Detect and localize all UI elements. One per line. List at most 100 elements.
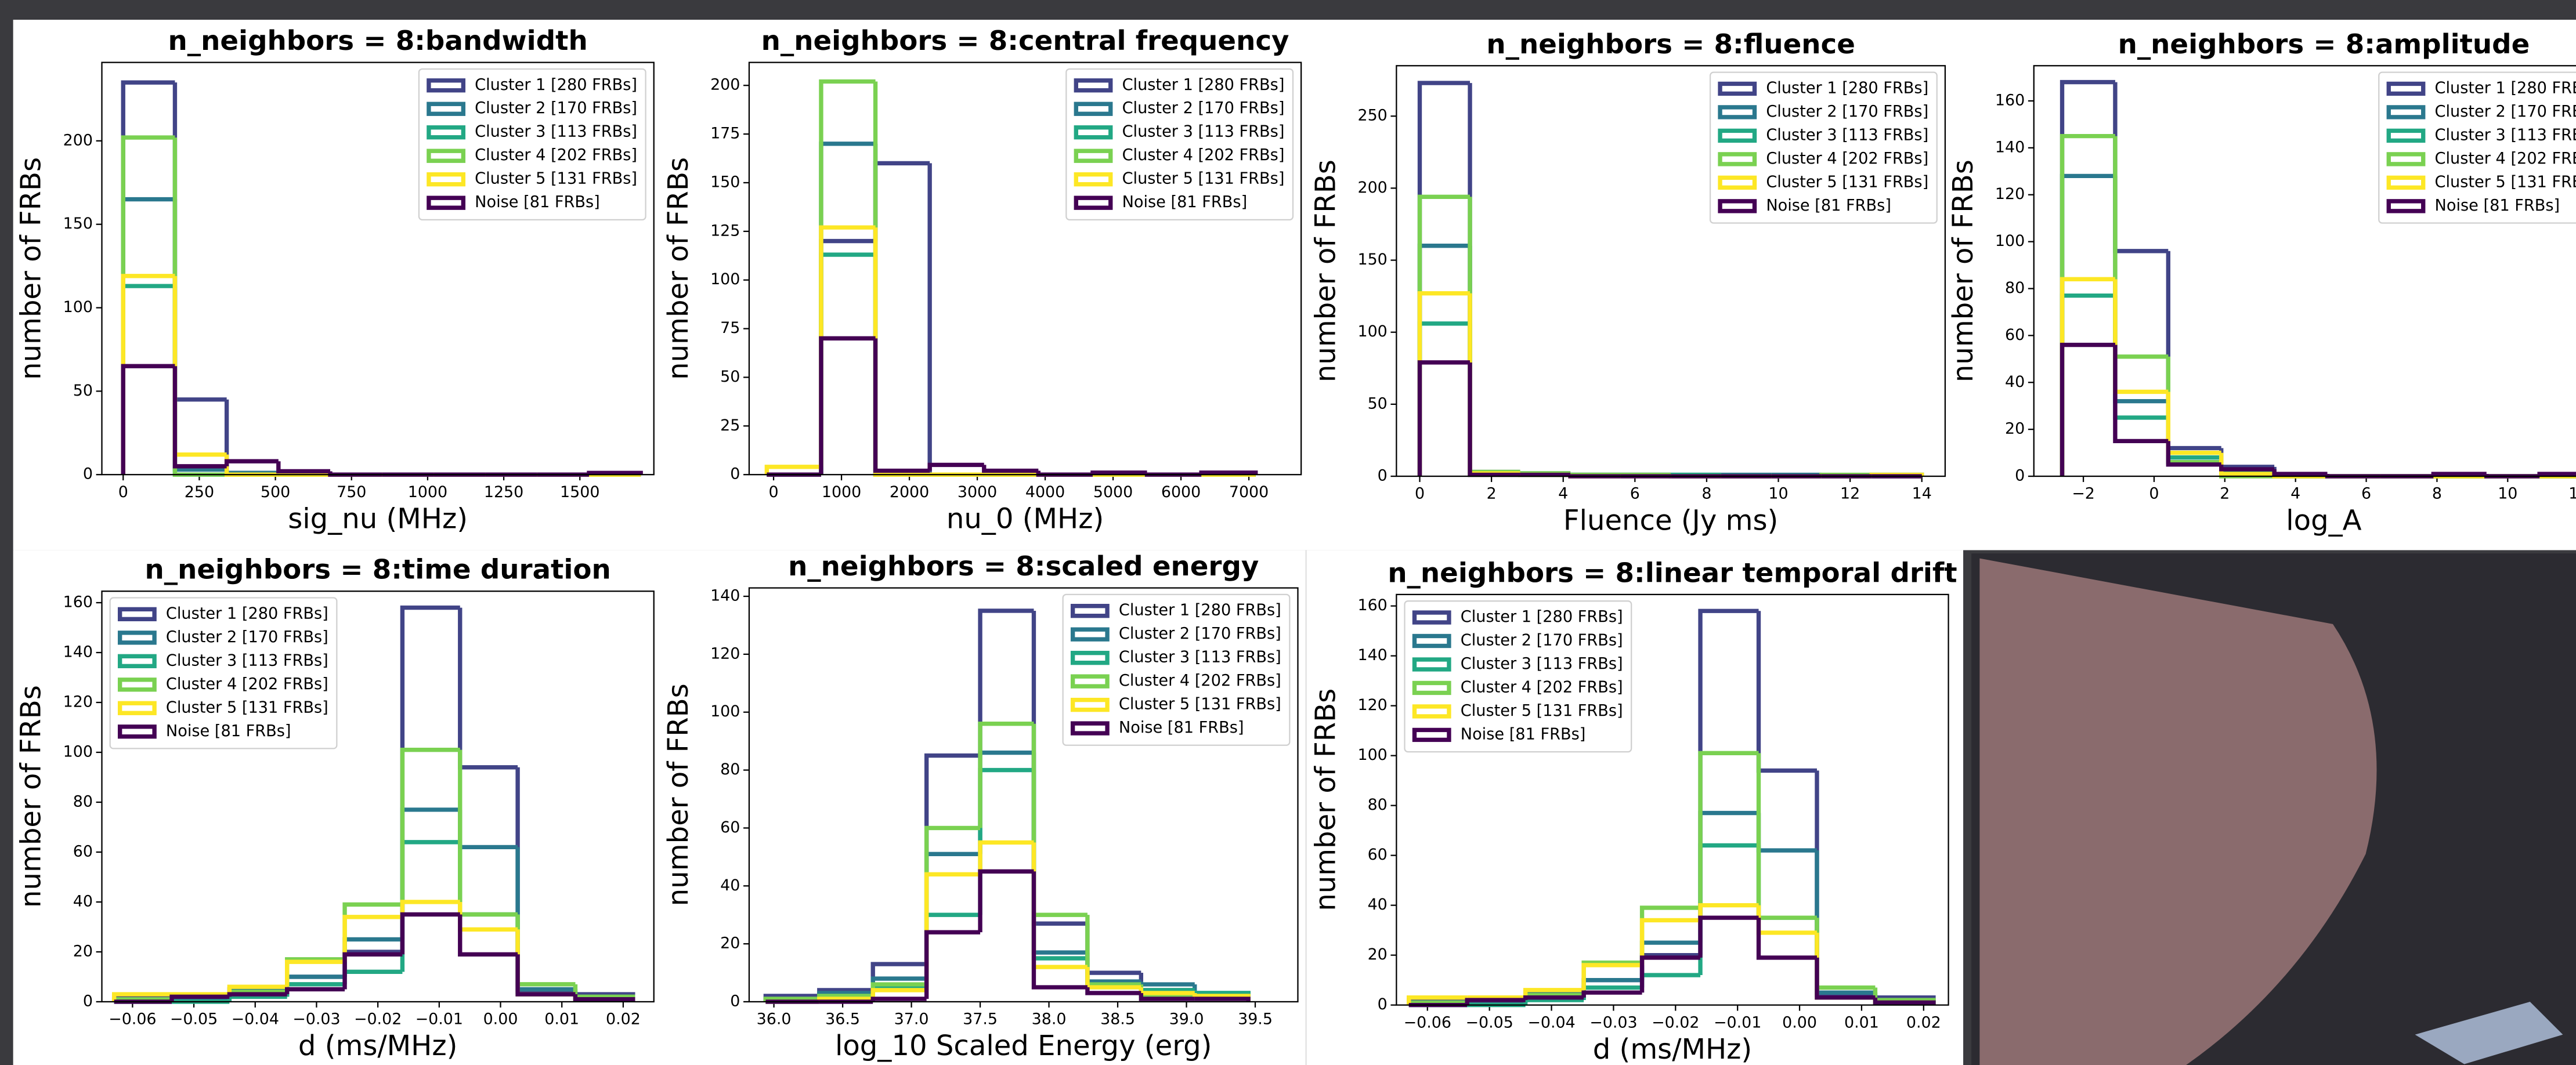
x-tick-label: 750 xyxy=(337,483,366,501)
legend-label: Cluster 4 [202 FRBs] xyxy=(1461,678,1623,696)
x-tick-label: −0.04 xyxy=(232,1010,279,1028)
histogram-step xyxy=(285,959,345,987)
y-tick-label: 250 xyxy=(1357,107,1387,125)
legend-label: Cluster 5 [131 FRBs] xyxy=(475,170,637,188)
chart-title: n_neighbors = 8:central frequency xyxy=(761,26,1289,57)
y-tick-label: 100 xyxy=(1995,232,2025,250)
legend-label: Cluster 2 [170 FRBs] xyxy=(1122,99,1285,117)
legend-label: Cluster 3 [113 FRBs] xyxy=(2435,126,2576,144)
x-axis-label: sig_nu (MHz) xyxy=(288,502,468,535)
wallpaper-shape xyxy=(1979,558,2377,1065)
legend-swatch xyxy=(427,78,466,93)
x-axis-label: d (ms/MHz) xyxy=(298,1030,457,1062)
legend-label: Cluster 3 [113 FRBs] xyxy=(1119,649,1281,666)
legend-box xyxy=(1062,593,1291,746)
y-tick-label: 100 xyxy=(63,298,93,316)
x-tick-label: 12 xyxy=(1840,485,1860,503)
axes-frame xyxy=(101,61,655,476)
y-tick-label: 160 xyxy=(63,593,93,611)
y-tick-label: 80 xyxy=(1368,796,1388,814)
y-tick-label: 25 xyxy=(720,416,740,434)
legend-label: Cluster 4 [202 FRBs] xyxy=(475,146,637,164)
histogram-step xyxy=(342,915,403,962)
y-tick-label: 0 xyxy=(1378,995,1388,1013)
legend-swatch xyxy=(427,125,466,140)
x-tick-label: 37.0 xyxy=(894,1010,929,1028)
y-tick-label: 60 xyxy=(2005,326,2025,344)
legend-swatch xyxy=(1074,125,1113,140)
legend-box xyxy=(1709,71,1938,224)
x-tick-label: 10 xyxy=(2498,485,2517,503)
histogram-step xyxy=(978,840,1034,875)
histogram-step xyxy=(870,997,927,1002)
legend-label: Cluster 3 [113 FRBs] xyxy=(1766,126,1928,144)
x-tick-label: 4 xyxy=(1558,485,1568,503)
legend-label: Noise [81 FRBs] xyxy=(475,193,600,211)
histogram-step xyxy=(285,987,345,995)
legend-swatch xyxy=(1070,697,1110,712)
y-tick-label: 50 xyxy=(73,382,93,400)
x-tick-label: −0.01 xyxy=(1714,1013,1761,1031)
histogram-step xyxy=(1581,990,1642,998)
y-tick-label: 120 xyxy=(1995,185,2025,203)
legend-label: Noise [81 FRBs] xyxy=(1766,197,1891,215)
y-tick-label: 140 xyxy=(1357,646,1387,664)
x-tick-label: −0.06 xyxy=(1404,1013,1451,1031)
y-tick-label: 20 xyxy=(2005,420,2025,438)
x-axis-label: d (ms/MHz) xyxy=(1593,1033,1752,1065)
legend-label: Cluster 4 [202 FRBs] xyxy=(1119,672,1281,690)
histogram-step xyxy=(276,461,331,474)
x-tick-label: 3000 xyxy=(958,483,997,501)
legend-label: Noise [81 FRBs] xyxy=(1122,193,1248,211)
legend-box xyxy=(418,68,646,220)
histogram-step xyxy=(978,608,1034,756)
histogram-step xyxy=(2060,342,2115,477)
legend-swatch xyxy=(1718,199,1757,213)
x-tick-label: 5000 xyxy=(1093,483,1133,501)
y-tick-label: 60 xyxy=(73,842,93,860)
y-axis-label: number of FRBs xyxy=(15,157,48,380)
legend-label: Cluster 5 [131 FRBs] xyxy=(1461,702,1623,720)
legend-label: Cluster 2 [170 FRBs] xyxy=(1461,631,1623,649)
legend-label: Cluster 4 [202 FRBs] xyxy=(166,675,328,693)
histogram-step xyxy=(1581,963,1642,990)
histogram-step xyxy=(400,747,460,905)
legend-label: Cluster 5 [131 FRBs] xyxy=(1766,173,1928,191)
legend-swatch xyxy=(117,654,157,668)
y-axis-label: number of FRBs xyxy=(662,157,695,380)
legend-label: Cluster 2 [170 FRBs] xyxy=(1119,625,1281,643)
legend-swatch xyxy=(1074,172,1113,187)
histogram-step xyxy=(1756,918,1817,960)
legend-swatch xyxy=(1070,650,1110,665)
histogram-step xyxy=(227,984,287,995)
x-tick-label: 10 xyxy=(1768,485,1788,503)
x-tick-label: 36.5 xyxy=(825,1010,860,1028)
y-tick-label: 80 xyxy=(73,792,93,810)
histogram-step xyxy=(342,952,403,990)
legend-label: Cluster 1 [280 FRBs] xyxy=(2435,79,2576,97)
y-tick-label: 40 xyxy=(1368,896,1388,914)
axes-frame xyxy=(748,587,1299,1003)
legend-label: Cluster 3 [113 FRBs] xyxy=(1122,123,1285,141)
histogram-step xyxy=(458,914,518,957)
x-tick-label: 2000 xyxy=(890,483,929,501)
histogram-step xyxy=(587,470,643,476)
chart-title: n_neighbors = 8:scaled energy xyxy=(788,551,1259,582)
histogram-step xyxy=(819,336,876,475)
histogram-step xyxy=(1523,995,1584,1001)
x-tick-label: 0.00 xyxy=(483,1010,518,1028)
x-tick-label: 2 xyxy=(2220,485,2230,503)
x-tick-label: −0.01 xyxy=(416,1010,463,1028)
histogram-step xyxy=(1199,470,1258,475)
y-tick-label: 100 xyxy=(710,702,740,720)
legend-swatch xyxy=(1074,148,1113,163)
y-tick-label: 40 xyxy=(2005,373,2025,391)
y-tick-label: 40 xyxy=(720,876,740,894)
histogram-step xyxy=(400,912,460,955)
x-tick-label: 500 xyxy=(261,483,290,501)
x-tick-label: 6 xyxy=(2361,485,2371,503)
x-axis-label: log_10 Scaled Energy (erg) xyxy=(835,1030,1212,1062)
histogram-step xyxy=(870,988,927,999)
x-tick-label: 0.01 xyxy=(1844,1013,1879,1031)
histogram-step xyxy=(1031,871,1088,990)
